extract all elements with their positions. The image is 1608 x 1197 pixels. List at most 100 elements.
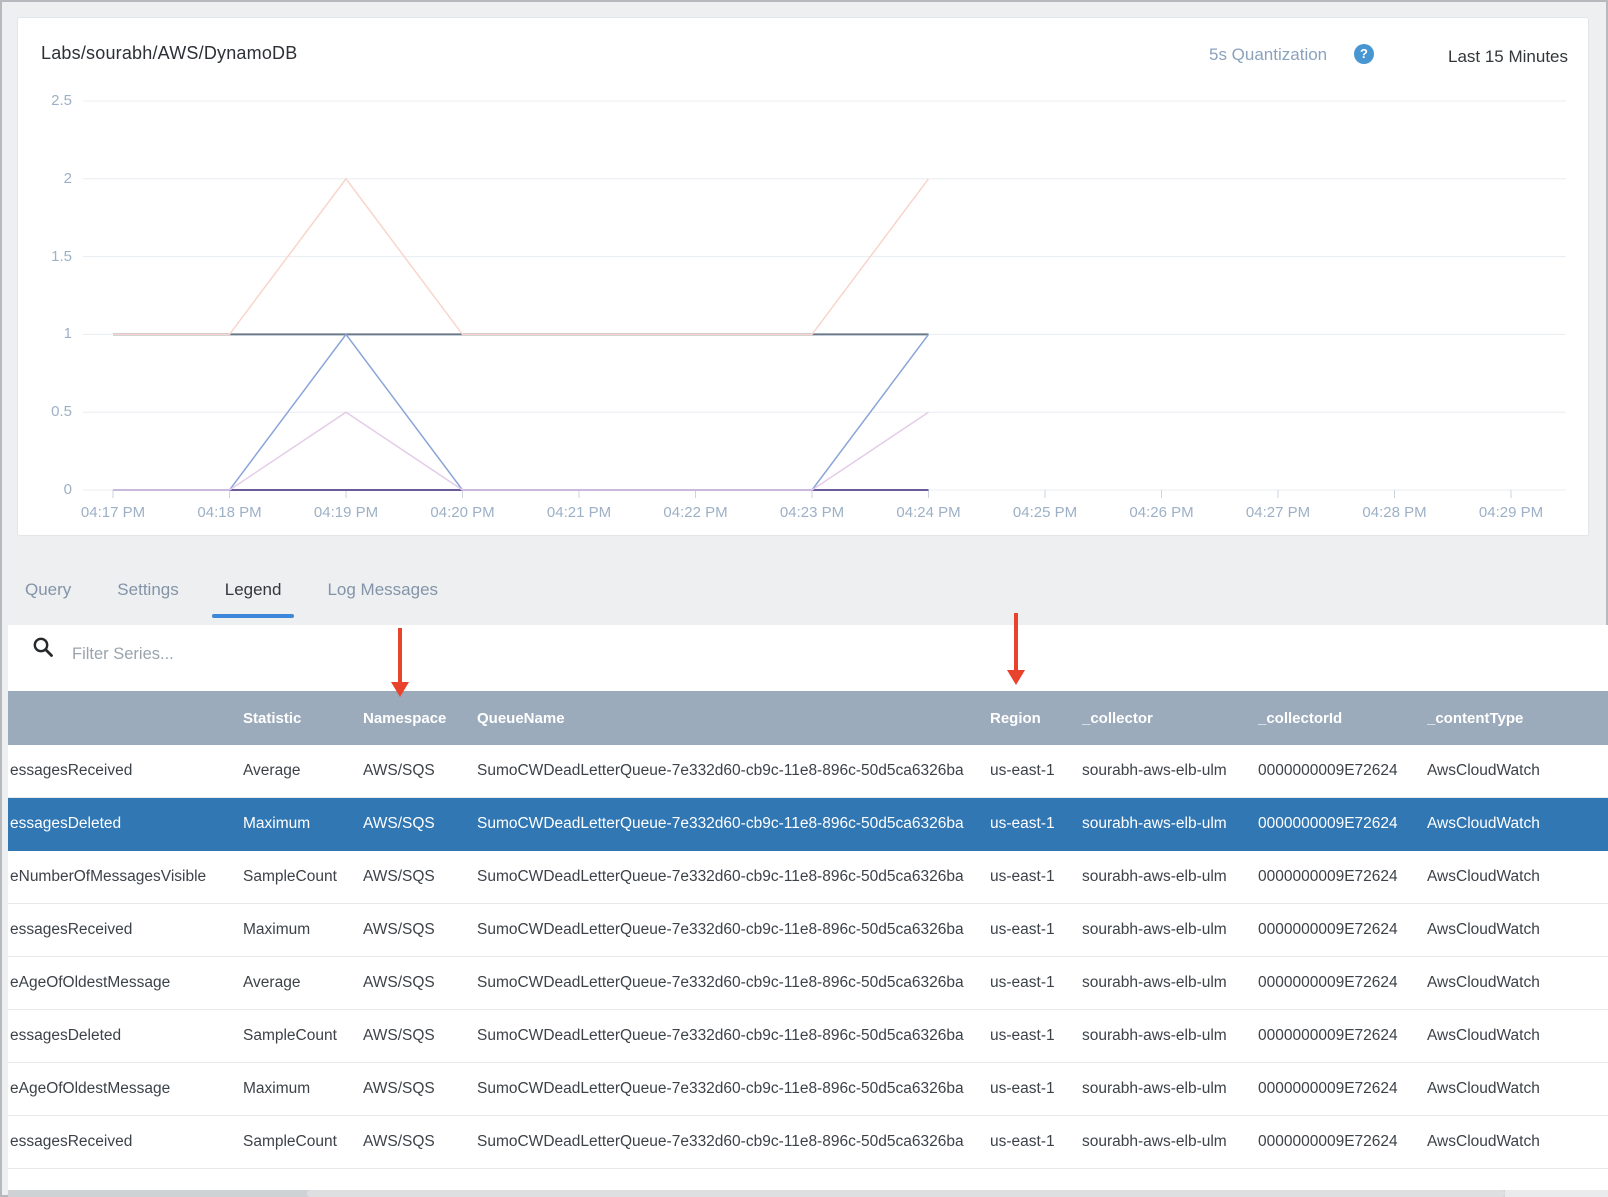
cell: us-east-1 [990, 762, 1055, 779]
cell: essagesReceived [10, 1133, 133, 1150]
y-axis-label: 0.5 [51, 403, 72, 421]
chart-title: Labs/sourabh/AWS/DynamoDB [41, 43, 298, 63]
table-row[interactable]: eAgeOfOldestMessage Maximum AWS/SQS SumoCWD… [8, 1063, 1608, 1116]
legend-table-header: Statistic Namespace QueueName Region _collec… [8, 691, 1608, 745]
series-salmon-line-peaks-2[interactable] [113, 177, 930, 336]
cell: SampleCount [243, 1133, 337, 1150]
chart-plot[interactable] [18, 18, 1590, 537]
cell: 0000000009E72624 [1258, 974, 1398, 991]
x-axis-label: 04:22 PM [663, 504, 728, 521]
cell: sourabh-aws-elb-ulm [1082, 974, 1227, 991]
cell: Average [243, 762, 301, 779]
cell: Average [243, 974, 301, 991]
column-header-namespace[interactable]: Namespace [363, 709, 447, 727]
cell: sourabh-aws-elb-ulm [1082, 1133, 1227, 1150]
x-axis-label: 04:23 PM [779, 504, 845, 521]
tab-query[interactable]: Query [25, 580, 72, 599]
y-axis-label: 2 [63, 169, 72, 187]
help-icon[interactable]: ? [1354, 44, 1374, 64]
cell: us-east-1 [990, 1133, 1055, 1150]
x-axis-label: 04:17 PM [80, 504, 146, 521]
table-row[interactable]: essagesReceived SampleCount AWS/SQS SumoCWD… [8, 1116, 1608, 1169]
cell: AWS/SQS [363, 921, 435, 938]
legend-table-body: essagesReceived Average AWS/SQS SumoCWDeadL… [8, 745, 1608, 1169]
cell: eNumberOfMessagesVisible [10, 868, 207, 885]
cell: AWS/SQS [363, 1080, 435, 1097]
tab-legend[interactable]: Legend [211, 580, 295, 618]
cell: 0000000009E72624 [1258, 1027, 1398, 1044]
column-header-collector[interactable]: _collector [1082, 709, 1153, 727]
cell: SumoCWDeadLetterQueue-7e332d60-cb9c-11e8… [477, 974, 964, 991]
cell: us-east-1 [990, 921, 1055, 938]
cell: SumoCWDeadLetterQueue-7e332d60-cb9c-11e8… [477, 868, 964, 885]
filter-series-input[interactable] [72, 636, 492, 672]
series-lavender-line-peaks-half[interactable] [113, 411, 929, 491]
cell: AWS/SQS [363, 1133, 435, 1150]
cell: us-east-1 [990, 974, 1055, 991]
cell: SampleCount [243, 868, 337, 885]
cell: SumoCWDeadLetterQueue-7e332d60-cb9c-11e8… [477, 1133, 964, 1150]
x-axis-label: 04:21 PM [546, 504, 612, 521]
cell: sourabh-aws-elb-ulm [1082, 815, 1227, 832]
x-axis-label: 04:29 PM [1478, 504, 1544, 521]
column-header-region[interactable]: Region [990, 709, 1041, 727]
filter-row [8, 625, 1608, 691]
cell: 0000000009E72624 [1258, 815, 1398, 832]
search-icon [33, 637, 53, 657]
cell: 0000000009E72624 [1258, 868, 1398, 885]
cell: 0000000009E72624 [1258, 1080, 1398, 1097]
arrow-shaft [1014, 613, 1018, 672]
cell: sourabh-aws-elb-ulm [1082, 1027, 1227, 1044]
table-row[interactable]: essagesDeleted Maximum AWS/SQS SumoCWDeadLe… [8, 798, 1608, 851]
cell: us-east-1 [990, 1027, 1055, 1044]
table-row[interactable]: essagesDeleted SampleCount AWS/SQS SumoCWDe… [8, 1010, 1608, 1063]
tab-log-messages[interactable]: Log Messages [327, 580, 439, 599]
cell: AWS/SQS [363, 762, 435, 779]
table-row[interactable]: essagesReceived Maximum AWS/SQS SumoCWDeadL… [8, 904, 1608, 957]
table-row[interactable]: essagesReceived Average AWS/SQS SumoCWDeadL… [8, 745, 1608, 798]
cell: sourabh-aws-elb-ulm [1082, 762, 1227, 779]
cell: AwsCloudWatch [1427, 921, 1540, 938]
cell: AwsCloudWatch [1427, 974, 1540, 991]
column-header-statistic[interactable]: Statistic [243, 709, 302, 727]
annotation-arrow-namespace [391, 628, 409, 697]
cell: AWS/SQS [363, 974, 435, 991]
column-header-queuename[interactable]: QueueName [477, 709, 565, 727]
y-axis-label: 1 [63, 325, 72, 343]
time-range-selector[interactable]: Last 15 Minutes [1448, 47, 1569, 66]
cell: AwsCloudWatch [1427, 1080, 1540, 1097]
arrow-head [391, 682, 409, 697]
quantization-label[interactable]: 5s Quantization [1209, 45, 1328, 64]
cell: SumoCWDeadLetterQueue-7e332d60-cb9c-11e8… [477, 815, 964, 832]
cell: essagesDeleted [10, 815, 122, 832]
table-row[interactable]: eAgeOfOldestMessage Average AWS/SQS SumoCWD… [8, 957, 1608, 1010]
annotation-arrow-region [1007, 613, 1025, 685]
column-header-collectorid[interactable]: _collectorId [1258, 709, 1343, 727]
cell: AWS/SQS [363, 868, 435, 885]
x-axis-label: 04:19 PM [313, 504, 379, 521]
table-row[interactable]: eNumberOfMessagesVisible SampleCount AWS/S… [8, 851, 1608, 904]
tab-settings[interactable]: Settings [117, 580, 179, 599]
cell: SumoCWDeadLetterQueue-7e332d60-cb9c-11e8… [477, 762, 964, 779]
cell: 0000000009E72624 [1258, 1133, 1398, 1150]
cell: essagesDeleted [10, 1027, 122, 1044]
cell: AwsCloudWatch [1427, 868, 1540, 885]
horizontal-scrollbar-thumb[interactable] [307, 1190, 1505, 1197]
cell: eAgeOfOldestMessage [10, 974, 171, 991]
column-header-contenttype[interactable]: _contentType [1427, 709, 1524, 727]
cell: AwsCloudWatch [1427, 1133, 1540, 1150]
y-axis-label: 1.5 [51, 247, 72, 265]
cell: essagesReceived [10, 921, 133, 938]
x-axis-label: 04:25 PM [1012, 504, 1078, 521]
legend-panel: Statistic Namespace QueueName Region _collec… [8, 625, 1608, 1197]
cell: eAgeOfOldestMessage [10, 1080, 171, 1097]
x-axis-label: 04:27 PM [1245, 504, 1311, 521]
horizontal-scrollbar-track-end [1505, 1190, 1608, 1197]
cell: us-east-1 [990, 868, 1055, 885]
tabs: Query Settings Legend Log Messages [25, 580, 439, 618]
y-axis-label: 0 [63, 481, 72, 498]
cell: AwsCloudWatch [1427, 1027, 1540, 1044]
cell: sourabh-aws-elb-ulm [1082, 921, 1227, 938]
chart-card: Labs/sourabh/AWS/DynamoDB 5s Quantizatio… [17, 17, 1589, 536]
